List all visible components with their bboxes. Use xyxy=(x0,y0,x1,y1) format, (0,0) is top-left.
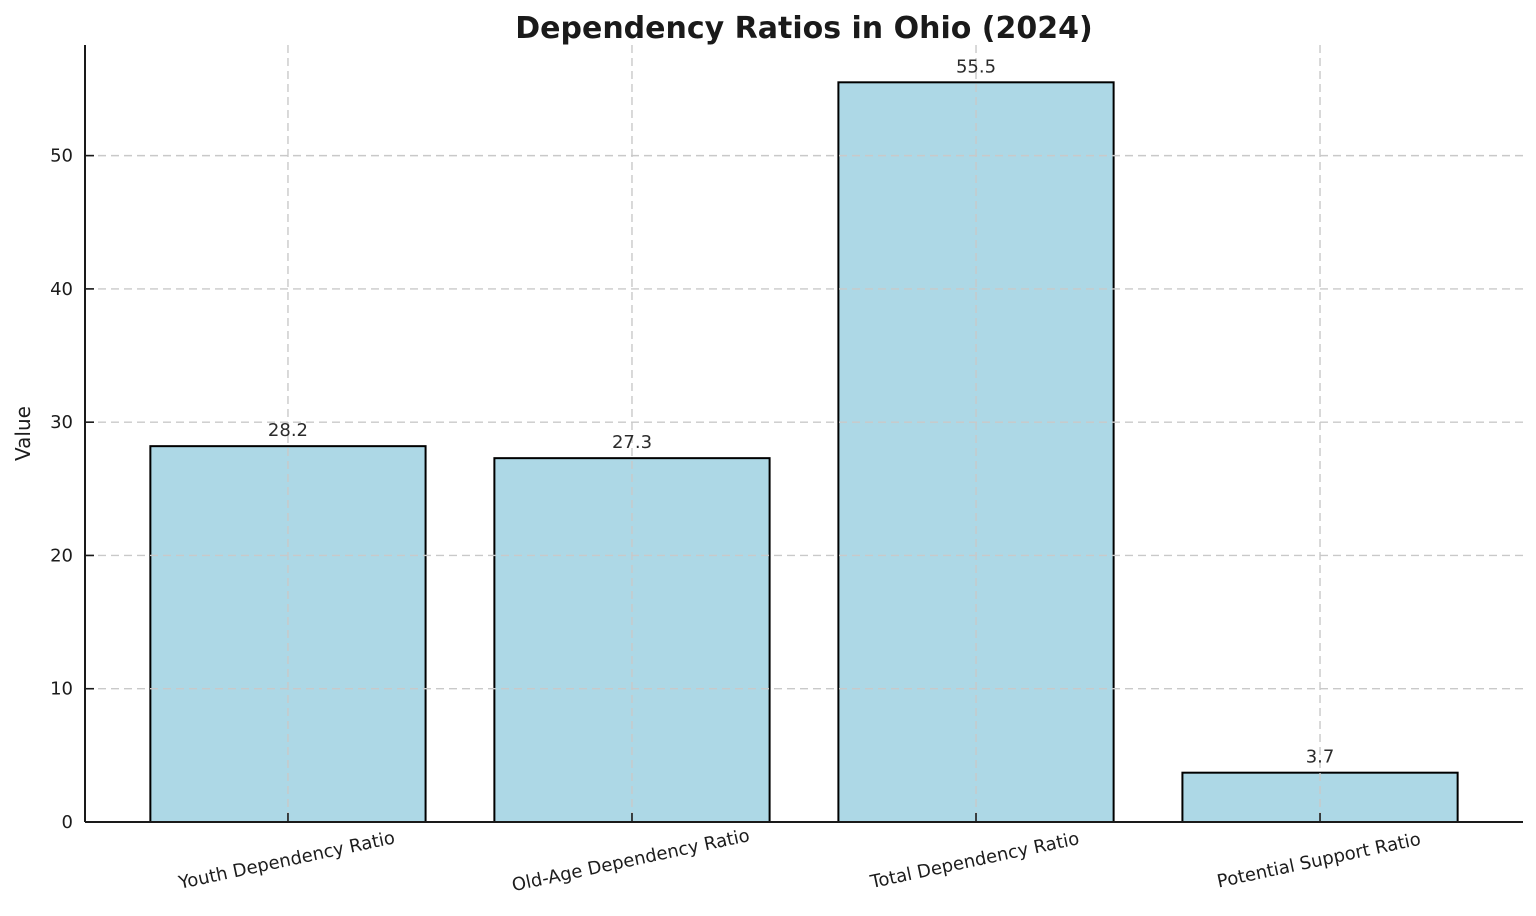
bar-value-label: 3.7 xyxy=(1306,747,1335,768)
x-category-label: Youth Dependency Ratio xyxy=(176,827,397,894)
y-tick-label: 10 xyxy=(50,679,73,700)
chart-title: Dependency Ratios in Ohio (2024) xyxy=(515,11,1092,46)
y-tick-label: 20 xyxy=(50,545,73,566)
y-tick-label: 40 xyxy=(50,279,73,300)
bar-value-label: 27.3 xyxy=(612,432,652,453)
y-axis-label: Value xyxy=(11,406,35,461)
x-category-label: Potential Support Ratio xyxy=(1215,829,1422,893)
y-tick-label: 30 xyxy=(50,412,73,433)
x-category-label: Old-Age Dependency Ratio xyxy=(510,825,752,896)
y-tick-label: 50 xyxy=(50,146,73,167)
y-tick-label: 0 xyxy=(62,812,73,833)
x-category-label: Total Dependency Ratio xyxy=(868,828,1082,893)
bar-value-label: 55.5 xyxy=(956,56,996,77)
bar-value-label: 28.2 xyxy=(268,420,308,441)
